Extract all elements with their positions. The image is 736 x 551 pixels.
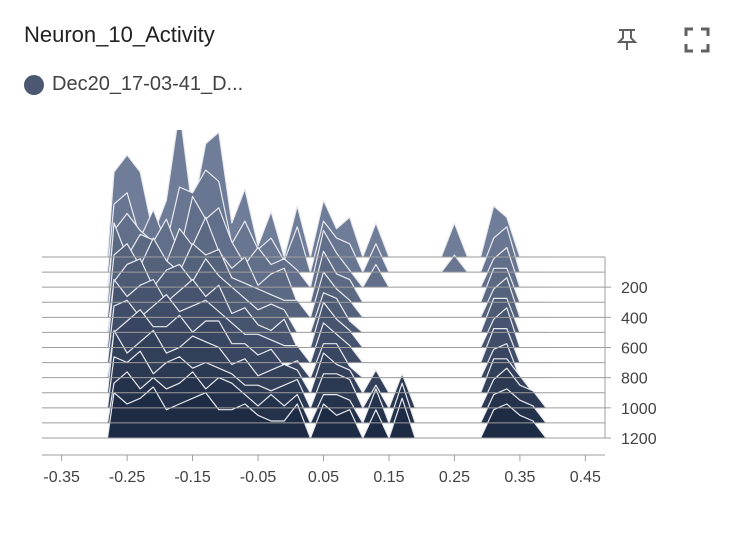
x-tick-label: -0.35: [43, 469, 80, 486]
x-axis: -0.35 -0.25 -0.15 -0.05 0.05 0.15 0.25 0.35 0.45: [42, 454, 605, 486]
legend-run-label: Dec20_17-03-41_D...: [52, 73, 244, 95]
pin-icon: [616, 29, 638, 50]
step-tick-label: 600: [621, 341, 648, 358]
histogram-baselines: [42, 256, 605, 439]
step-tick-label: 200: [621, 280, 648, 297]
fullscreen-icon: [684, 27, 710, 53]
legend: Dec20_17-03-41_D...: [24, 73, 243, 96]
x-tick-label: 0.45: [570, 469, 601, 486]
step-tick-label: 1200: [621, 431, 657, 448]
legend-swatch: [24, 74, 44, 95]
step-axis: 200 400 600 800 1000 1200: [604, 257, 657, 448]
x-tick-label: 0.25: [439, 469, 470, 486]
x-tick-label: 0.05: [308, 469, 339, 486]
chart-title: Neuron_10_Activity: [24, 22, 215, 47]
x-tick-label: 0.15: [373, 469, 404, 486]
x-tick-label: -0.15: [174, 469, 211, 486]
x-tick-label: -0.25: [109, 469, 146, 486]
x-tick-label: -0.05: [240, 469, 277, 486]
x-tick-label: 0.35: [504, 469, 535, 486]
histogram-ridges: [106, 130, 547, 439]
fullscreen-button[interactable]: [681, 24, 713, 56]
step-tick-label: 400: [621, 310, 648, 327]
step-tick-label: 800: [621, 371, 648, 388]
histogram-chart: -0.35 -0.25 -0.15 -0.05 0.05 0.15 0.25 0.35 0.45…: [42, 130, 657, 486]
pin-button[interactable]: [612, 24, 642, 54]
step-tick-label: 1000: [621, 401, 657, 418]
